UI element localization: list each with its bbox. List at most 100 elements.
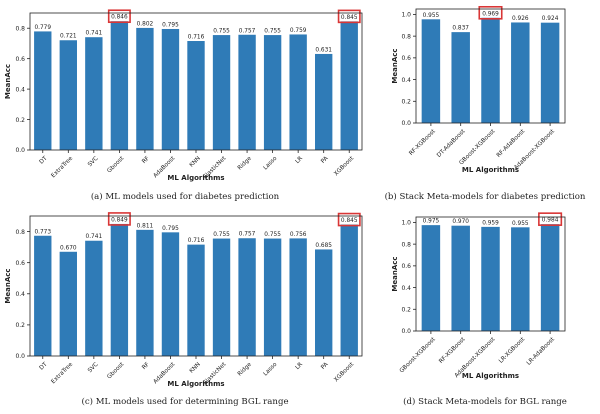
bar-value-label: 0.773 — [34, 229, 51, 235]
x-tick-label: XGBoost — [333, 155, 355, 177]
y-tick-label: 0.2 — [15, 117, 25, 124]
y-tick-label: 0.6 — [15, 260, 25, 267]
plot-frame — [415, 8, 566, 124]
bar-value-label: 0.969 — [482, 11, 499, 17]
bar-value-label: 0.741 — [86, 31, 103, 37]
bar — [540, 224, 560, 331]
x-tick-label: LR-XGBoost — [498, 336, 527, 365]
y-tick-label: 0.0 — [15, 353, 25, 360]
y-tick-label: 0.4 — [15, 291, 25, 298]
bar — [136, 27, 154, 150]
bar-value-label: 0.975 — [423, 219, 440, 225]
chart-b-svg: 0.0 0.2 0.4 0.6 0.8 1.0 0.955 RF-XGBoost 0.837 DT… — [385, 5, 586, 202]
x-tick-label: GBoost-XGBoost — [399, 336, 437, 374]
bar-value-label: 0.811 — [137, 223, 154, 229]
bar — [212, 35, 231, 151]
bar-value-label: 0.926 — [512, 16, 529, 22]
x-tick-label: SVC — [87, 362, 100, 375]
bar — [540, 22, 560, 123]
bar — [212, 238, 231, 356]
bar — [481, 17, 500, 124]
x-tick-label: PA — [320, 362, 329, 371]
x-tick-label: Lasso — [263, 155, 279, 171]
highlight-box — [478, 5, 503, 20]
bar-value-label: 0.795 — [162, 226, 179, 232]
bar-value-label: 0.755 — [213, 232, 230, 238]
bar — [481, 226, 500, 331]
chart-a-svg: 0.0 0.2 0.4 0.6 0.8 0.779 DT 0.721 ExtraTree 0.74… — [4, 9, 363, 202]
bar — [187, 41, 205, 150]
bar — [136, 229, 154, 356]
x-tick-label: ExtraTree — [51, 155, 75, 179]
x-tick-label: Gboost — [106, 155, 125, 174]
bar-value-label: 0.955 — [512, 221, 529, 227]
x-tick-label: RF — [141, 156, 150, 165]
x-tick-label: RF-AdaBoost — [496, 128, 527, 159]
x-tick-label: LR — [295, 156, 304, 165]
bar — [110, 21, 129, 150]
bar — [238, 34, 256, 150]
x-tick-label: LR-AdaBoost — [526, 336, 557, 367]
x-tick-label: RF-XGBoost — [438, 336, 467, 365]
bar-value-label: 0.755 — [264, 29, 281, 35]
y-tick-label: 0.6 — [15, 56, 25, 63]
plot-frame — [415, 216, 566, 332]
bar-value-label: 0.955 — [423, 13, 440, 19]
x-tick-label: KNN — [189, 156, 202, 169]
bar — [511, 22, 530, 123]
bar-value-label: 0.757 — [239, 232, 256, 238]
bar-value-label: 0.846 — [111, 15, 128, 21]
x-axis-label: ML Algorithms — [167, 380, 224, 388]
x-tick-label: KNN — [189, 362, 202, 375]
y-tick-label: 0.0 — [401, 328, 411, 335]
bar — [340, 21, 358, 150]
x-tick-label: Gboost — [106, 361, 125, 380]
y-tick-label: 0.8 — [15, 25, 25, 32]
plot-frame — [29, 12, 363, 151]
bar-value-label: 0.755 — [213, 29, 230, 35]
chart-panel-c: 0.0 0.2 0.4 0.6 0.8 0.773 DT 0.670 ExtraTree 0.74… — [0, 206, 370, 410]
bar-value-label: 0.924 — [542, 16, 559, 22]
highlight-box — [337, 212, 361, 227]
bar — [451, 32, 470, 123]
bar — [85, 37, 103, 150]
bar — [34, 31, 52, 151]
bar — [289, 34, 307, 150]
y-tick-label: 0.6 — [401, 55, 411, 62]
y-tick-label: 0.8 — [401, 33, 411, 40]
bar-value-label: 0.849 — [111, 217, 128, 223]
bar — [263, 238, 282, 356]
bar — [161, 28, 180, 150]
y-tick-label: 0.8 — [401, 241, 411, 248]
chart-caption: (d) Stack Meta-models for BGL range — [403, 396, 567, 407]
bar — [421, 19, 441, 123]
bar-value-label: 0.984 — [542, 218, 559, 224]
chart-panel-d: 0.0 0.2 0.4 0.6 0.8 1.0 0.975 GBoost-XGBoost 0.9… — [370, 206, 600, 410]
x-tick-label: DT — [39, 155, 49, 165]
y-tick-label: 0.2 — [401, 98, 411, 105]
y-axis-label: MeanAcc — [391, 256, 399, 291]
x-tick-label: RF-XGBoost — [408, 128, 437, 157]
y-axis-label: MeanAcc — [4, 268, 12, 303]
y-tick-label: 0.8 — [15, 229, 25, 236]
bar-value-label: 0.670 — [60, 245, 77, 251]
bar — [289, 238, 307, 356]
bar — [59, 251, 77, 356]
y-tick-label: 0.0 — [401, 120, 411, 127]
x-tick-label: Ridge — [237, 361, 253, 377]
x-tick-label: LR — [295, 362, 304, 371]
y-tick-label: 0.2 — [401, 306, 411, 313]
bar — [511, 227, 530, 331]
bar-value-label: 0.721 — [60, 34, 77, 40]
bar — [59, 40, 77, 151]
highlight-box — [107, 212, 131, 226]
x-axis-label: ML Algorithms — [462, 166, 519, 174]
y-axis-label: MeanAcc — [4, 64, 12, 99]
y-tick-label: 0.6 — [401, 263, 411, 270]
plot-frame — [29, 215, 363, 357]
y-tick-label: 0.4 — [401, 77, 411, 84]
bar — [85, 240, 103, 356]
chart-c-svg: 0.0 0.2 0.4 0.6 0.8 0.773 DT 0.670 ExtraTree 0.74… — [4, 212, 363, 407]
y-tick-label: 1.0 — [401, 12, 411, 19]
bar — [187, 244, 205, 356]
